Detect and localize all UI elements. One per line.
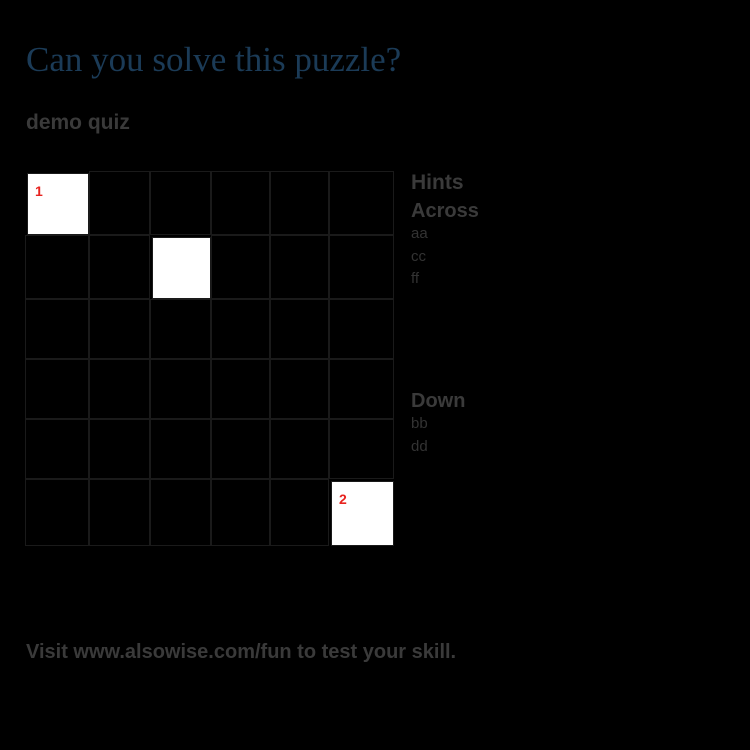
grid-cell-blocked (329, 171, 394, 235)
grid-cell-blocked (89, 171, 150, 235)
across-clue: cc (411, 247, 426, 265)
grid-cell-blocked (25, 235, 89, 299)
grid-cell-blocked (270, 299, 329, 359)
across-heading: Across (411, 200, 479, 222)
grid-cell-blocked (89, 359, 150, 419)
down-clue: bb (411, 415, 428, 432)
cell-number: 2 (339, 491, 347, 507)
grid-cell-blocked (25, 419, 89, 479)
down-clue-list: bb dd (411, 413, 428, 458)
grid-cell-blocked (211, 359, 270, 419)
grid-cell-blocked (329, 235, 394, 299)
grid-cell-blocked (329, 419, 394, 479)
grid-cell-blocked (150, 419, 211, 479)
grid-cell-blocked (270, 235, 329, 299)
grid-cell-blocked (270, 479, 329, 546)
down-heading: Down (411, 390, 466, 412)
grid-cell-blocked (89, 235, 150, 299)
footer-invitation: Visit www.alsowise.com/fun to test your … (26, 641, 457, 663)
quiz-name: demo quiz (26, 111, 130, 134)
grid-cell-open[interactable] (152, 237, 211, 299)
grid-cell-blocked (150, 479, 211, 546)
grid-cell-blocked (150, 359, 211, 419)
grid-cell-blocked (211, 479, 270, 546)
page-title: Can you solve this puzzle? (26, 40, 402, 79)
across-clue: aa (411, 225, 428, 242)
grid-cell-open[interactable]: 2 (331, 481, 394, 546)
grid-cell-blocked (25, 479, 89, 546)
grid-cell-blocked (211, 171, 270, 235)
grid-cell-blocked (89, 299, 150, 359)
grid-cell-blocked (25, 359, 89, 419)
grid-cell-blocked (329, 359, 394, 419)
down-clue: dd (411, 437, 428, 455)
grid-cell-blocked (150, 171, 211, 235)
grid-cell-blocked (89, 419, 150, 479)
grid-cell-blocked (270, 419, 329, 479)
grid-cell-blocked (25, 299, 89, 359)
grid-cell-blocked (211, 419, 270, 479)
cell-number: 1 (35, 183, 43, 199)
grid-cell-blocked (89, 479, 150, 546)
grid-cell-blocked (150, 299, 211, 359)
across-clue-list: aa cc ff (411, 223, 428, 291)
grid-cell-blocked (270, 171, 329, 235)
across-clue: ff (411, 270, 420, 287)
grid-cell-blocked (211, 235, 270, 299)
grid-cell-blocked (270, 359, 329, 419)
grid-cell-open[interactable]: 1 (27, 173, 89, 235)
grid-cell-blocked (329, 299, 394, 359)
hints-title: Hints (411, 171, 464, 194)
grid-cell-blocked (211, 299, 270, 359)
